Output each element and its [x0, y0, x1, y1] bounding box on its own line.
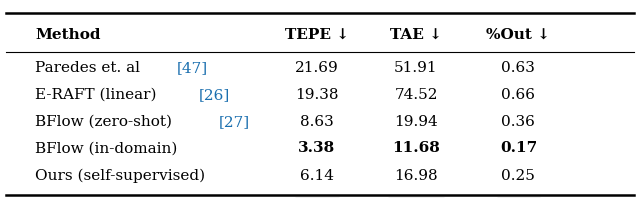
Text: 16.98: 16.98 — [394, 169, 438, 183]
Text: TEPE ↓: TEPE ↓ — [285, 28, 349, 42]
Text: 21.69: 21.69 — [295, 61, 339, 75]
Text: 51.91: 51.91 — [394, 61, 438, 75]
Text: Paredes et. al: Paredes et. al — [35, 61, 145, 75]
Text: E-RAFT (linear): E-RAFT (linear) — [35, 88, 161, 102]
Text: Method: Method — [35, 28, 100, 42]
Text: 0.63: 0.63 — [502, 61, 535, 75]
Text: 6.14: 6.14 — [300, 169, 334, 183]
Text: BFlow (zero-shot): BFlow (zero-shot) — [35, 115, 177, 129]
Text: 74.52: 74.52 — [394, 88, 438, 102]
Text: Ours (self-supervised): Ours (self-supervised) — [35, 169, 205, 183]
Text: TAE ↓: TAE ↓ — [390, 28, 442, 42]
Text: [26]: [26] — [198, 88, 230, 102]
Text: 0.36: 0.36 — [502, 115, 535, 129]
Text: 19.94: 19.94 — [394, 115, 438, 129]
Text: 3.38: 3.38 — [298, 142, 335, 155]
Text: 0.25: 0.25 — [502, 169, 535, 183]
Text: %Out ↓: %Out ↓ — [486, 28, 550, 42]
Text: 0.66: 0.66 — [501, 88, 536, 102]
Text: 0.17: 0.17 — [500, 142, 537, 155]
Text: BFlow (in-domain): BFlow (in-domain) — [35, 142, 177, 155]
Text: [27]: [27] — [218, 115, 250, 129]
Text: [47]: [47] — [177, 61, 208, 75]
Text: 19.38: 19.38 — [295, 88, 339, 102]
Text: 8.63: 8.63 — [300, 115, 333, 129]
Text: 11.68: 11.68 — [392, 142, 440, 155]
